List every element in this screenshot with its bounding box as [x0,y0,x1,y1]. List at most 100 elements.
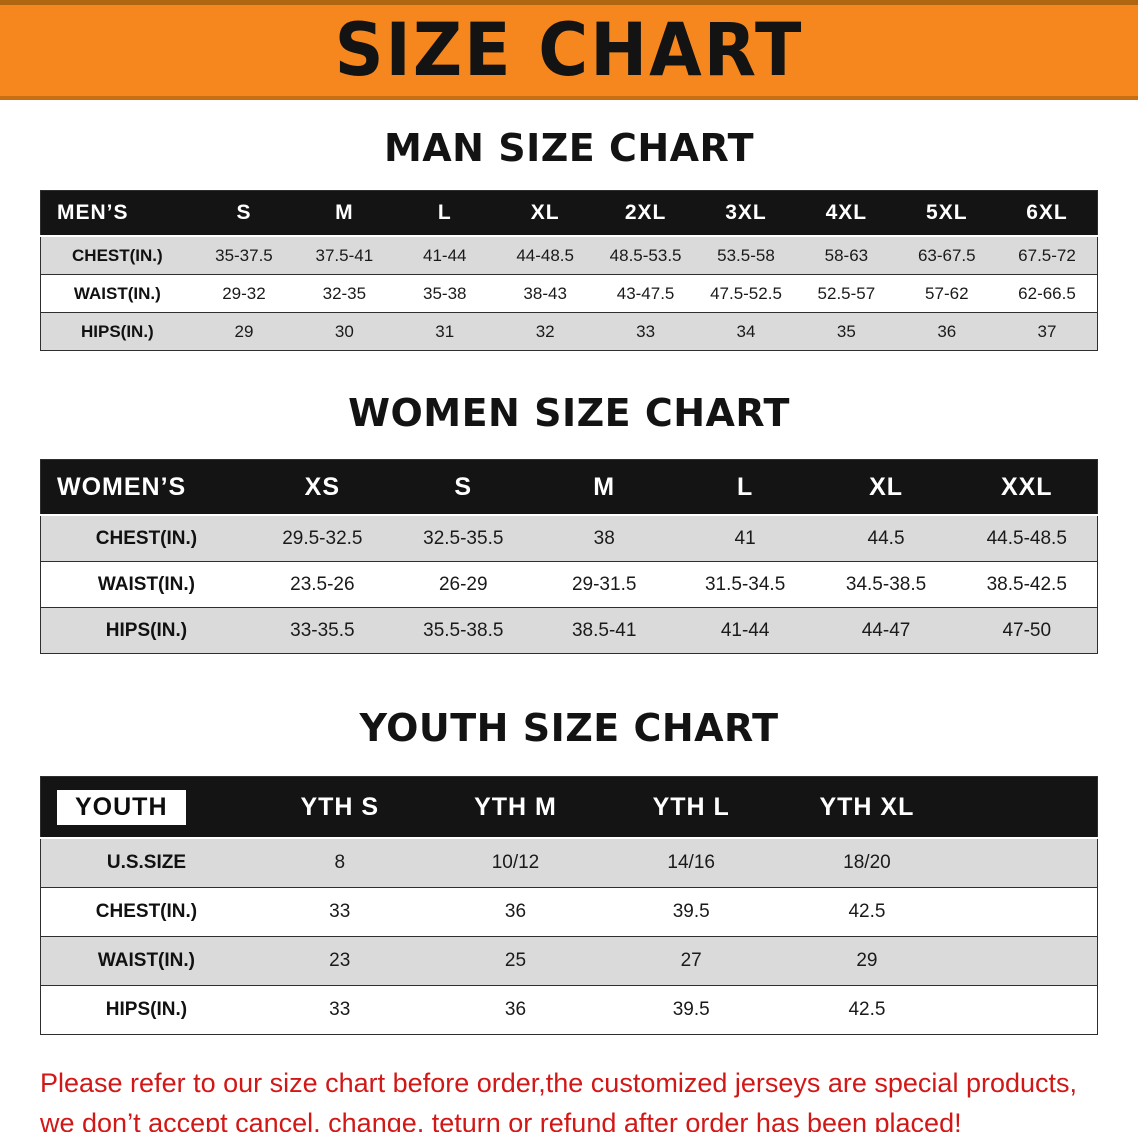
column-header: 5XL [896,190,997,237]
row-label: HIPS(IN.) [40,607,252,654]
table-title-label: YOUTH [57,789,186,825]
data-cell: 29-31.5 [533,561,675,608]
table-row: CHEST(IN.) 29.5-32.5 32.5-35.5 38 41 44.5 44.5… [40,514,1098,562]
table-row: U.S.SIZE 8 10/12 14/16 18/20 [40,837,1098,888]
data-cell: 33-35.5 [251,607,393,654]
filler-cell [954,887,1098,937]
data-cell: 44-47 [815,607,957,654]
data-cell: 37 [997,312,1098,351]
column-header: YTH M [427,776,604,839]
data-cell: 41-44 [674,607,816,654]
data-cell: 38.5-42.5 [956,561,1098,608]
table-title-label: MEN’S [57,201,129,224]
data-cell: 35 [796,312,897,351]
data-cell: 44.5 [815,514,957,562]
column-header: XXL [956,459,1098,516]
table-row: CHEST(IN.) 33 36 39.5 42.5 [40,887,1098,937]
data-cell: 38.5-41 [533,607,675,654]
disclaimer: Please refer to our size chart before or… [40,1063,1098,1132]
data-cell: 35-37.5 [193,235,295,275]
data-cell: 36 [427,985,604,1035]
data-cell: 32-35 [294,274,395,313]
row-label: CHEST(IN.) [40,514,252,562]
column-header: 3XL [695,190,797,237]
women-size-chart-section: WOMEN SIZE CHART WOMEN’S XS S M L XL XXL CHEST(… [40,391,1098,654]
data-cell: 35.5-38.5 [392,607,534,654]
row-label: WAIST(IN.) [40,274,194,313]
table-row: CHEST(IN.) 35-37.5 37.5-41 41-44 44-48.5 48.5… [40,235,1098,275]
data-cell: 36 [427,887,604,937]
data-cell: 58-63 [796,235,897,275]
table-title-cell: YOUTH [40,776,252,839]
women-size-table: WOMEN’S XS S M L XL XXL CHEST(IN.) 29.5-32.5 32.5… [40,459,1098,654]
column-header: 4XL [796,190,897,237]
banner: SIZE CHART [0,0,1138,100]
data-cell: 47.5-52.5 [695,274,797,313]
data-cell: 62-66.5 [997,274,1098,313]
data-cell: 35-38 [394,274,495,313]
data-cell: 18/20 [779,837,955,888]
data-cell: 57-62 [896,274,997,313]
row-label: WAIST(IN.) [40,936,252,986]
data-cell: 44-48.5 [494,235,596,275]
table-row: WAIST(IN.) 23.5-26 26-29 29-31.5 31.5-34.5 34… [40,561,1098,608]
page-title: SIZE CHART [334,7,804,93]
table-row: HIPS(IN.) 29 30 31 32 33 34 35 36 37 [40,312,1098,351]
data-cell: 42.5 [779,985,955,1035]
data-cell: 44.5-48.5 [956,514,1098,562]
data-cell: 48.5-53.5 [595,235,696,275]
data-cell: 26-29 [392,561,534,608]
column-header: S [193,190,295,237]
data-cell: 31 [394,312,495,351]
youth-size-chart-heading: YOUTH SIZE CHART [359,706,779,750]
column-header: L [394,190,495,237]
data-cell: 14/16 [603,837,780,888]
column-header: YTH XL [779,776,955,839]
data-cell: 29 [779,936,955,986]
data-cell: 43-47.5 [595,274,696,313]
row-label: U.S.SIZE [40,837,252,888]
man-size-chart-section: MAN SIZE CHART MEN’S S M L XL 2XL 3XL 4XL 5XL 6XL… [40,126,1098,351]
header-row: MEN’S S M L XL 2XL 3XL 4XL 5XL 6XL [40,190,1098,237]
women-size-chart-heading: WOMEN SIZE CHART [348,391,790,435]
data-cell: 30 [294,312,395,351]
data-cell: 29-32 [193,274,295,313]
data-cell: 33 [251,985,428,1035]
header-row: WOMEN’S XS S M L XL XXL [40,459,1098,516]
column-header: S [392,459,534,516]
column-header: 2XL [595,190,696,237]
youth-size-chart-section: YOUTH SIZE CHART YOUTH YTH S YTH M YTH L YTH… [40,706,1098,1035]
data-cell: 29.5-32.5 [251,514,393,562]
data-cell: 53.5-58 [695,235,797,275]
table-row: WAIST(IN.) 29-32 32-35 35-38 38-43 43-47.5 47.… [40,274,1098,313]
data-cell: 32.5-35.5 [392,514,534,562]
data-cell: 41-44 [394,235,495,275]
table-row: HIPS(IN.) 33 36 39.5 42.5 [40,985,1098,1035]
row-label: HIPS(IN.) [40,312,194,351]
row-label: CHEST(IN.) [40,235,194,275]
filler-cell [954,837,1098,888]
table-row: WAIST(IN.) 23 25 27 29 [40,936,1098,986]
row-label: HIPS(IN.) [40,985,252,1035]
data-cell: 39.5 [603,985,780,1035]
row-label: CHEST(IN.) [40,887,252,937]
column-header: 6XL [997,190,1098,237]
data-cell: 38-43 [494,274,596,313]
data-cell: 41 [674,514,816,562]
column-header: XL [815,459,957,516]
data-cell: 34.5-38.5 [815,561,957,608]
filler-cell [954,776,1098,839]
column-header: YTH S [251,776,428,839]
table-row: HIPS(IN.) 33-35.5 35.5-38.5 38.5-41 41-44 44-… [40,607,1098,654]
filler-cell [954,936,1098,986]
data-cell: 39.5 [603,887,780,937]
data-cell: 25 [427,936,604,986]
disclaimer-line-2: we don’t accept cancel, change, teturn o… [40,1108,962,1132]
header-row: YOUTH YTH S YTH M YTH L YTH XL [40,776,1098,839]
data-cell: 23.5-26 [251,561,393,608]
data-cell: 47-50 [956,607,1098,654]
data-cell: 63-67.5 [896,235,997,275]
data-cell: 10/12 [427,837,604,888]
filler-cell [954,985,1098,1035]
